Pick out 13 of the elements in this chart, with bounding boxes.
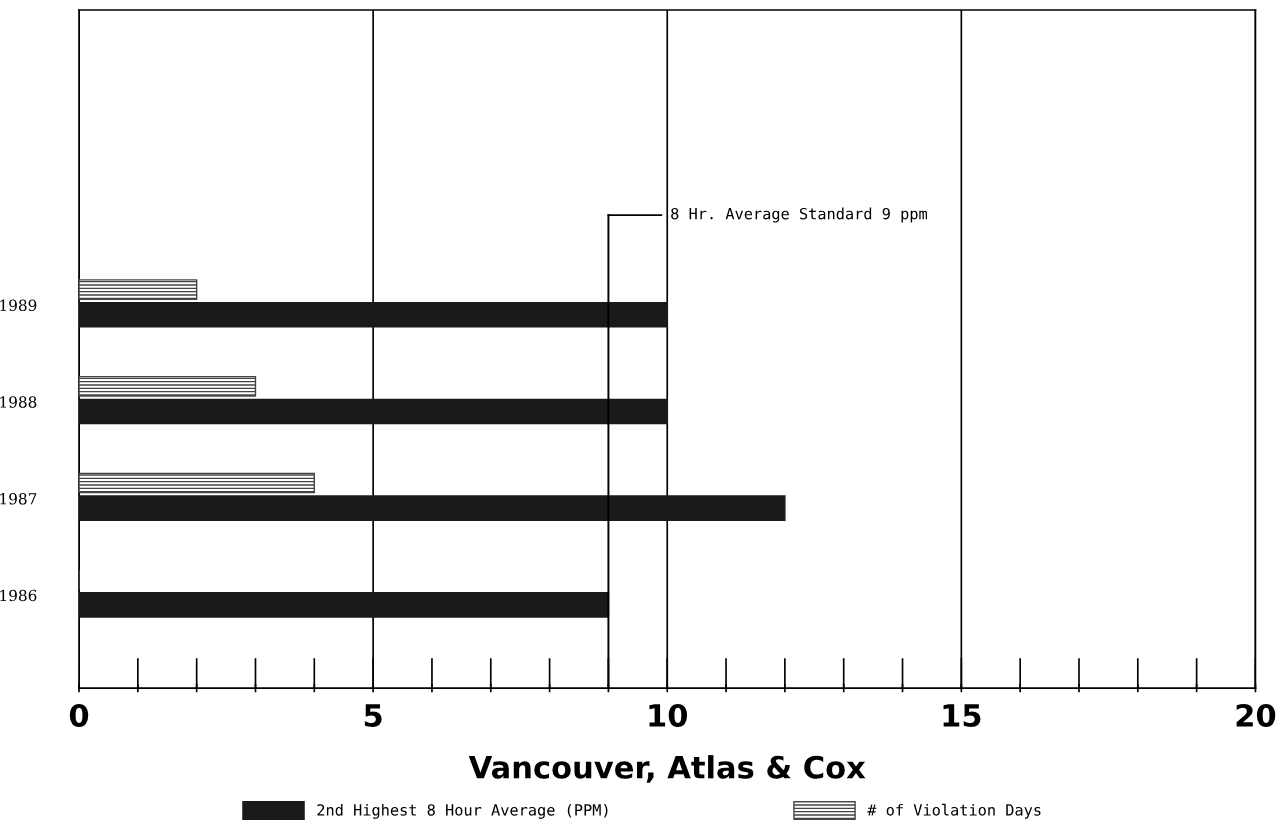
x-tick-label: 15 [943,704,981,727]
y-tick-label: 1986 [0,589,37,602]
x-tick-label: 10 [649,703,688,727]
legend-label: # of Violation Days [867,803,1041,819]
legend-label: 2nd Highest 8 Hour Average (PPM) [317,803,608,819]
x-tick-label: 5 [364,704,382,727]
x-axis-title: Vancouver, Atlas & Cox [468,755,866,783]
y-tick-label: 1988 [0,396,37,408]
x-tick-label: 0 [69,703,89,727]
x-tick-label: 20 [1236,703,1276,727]
ref-line-label: 8 Hr. Average Standard 9 ppm [671,207,927,223]
y-tick-label: 1987 [0,492,37,505]
y-tick-label: 1989 [0,299,37,312]
